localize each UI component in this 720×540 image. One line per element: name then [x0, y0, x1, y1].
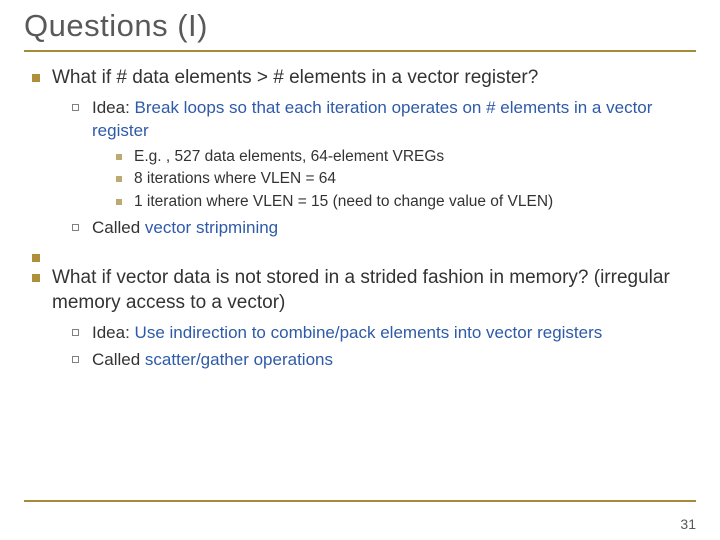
- slide-title: Questions (I): [24, 8, 696, 44]
- q2-called-prefix: Called: [92, 350, 145, 369]
- q1-idea-prefix: Idea:: [92, 98, 135, 117]
- q1-details: E.g. , 527 data elements, 64-element VRE…: [114, 147, 696, 214]
- spacer: [30, 246, 696, 260]
- q1-called-accent: vector stripmining: [145, 218, 278, 237]
- q2-idea: Idea: Use indirection to combine/pack el…: [70, 322, 696, 345]
- question-1: What if # data elements > # elements in …: [30, 66, 696, 240]
- q1-called-prefix: Called: [92, 218, 145, 237]
- question-2-sublist: Idea: Use indirection to combine/pack el…: [70, 322, 696, 372]
- q1-idea-accent: Break loops so that each iteration opera…: [92, 98, 652, 140]
- question-1-sublist: Idea: Break loops so that each iteration…: [70, 97, 696, 241]
- q1-detail-0: E.g. , 527 data elements, 64-element VRE…: [114, 147, 696, 168]
- q1-idea: Idea: Break loops so that each iteration…: [70, 97, 696, 214]
- page-number: 31: [680, 516, 696, 532]
- question-2-text: What if vector data is not stored in a s…: [52, 267, 670, 313]
- content-list: What if # data elements > # elements in …: [30, 66, 696, 372]
- divider-top: [24, 50, 696, 52]
- q1-detail-2: 1 iteration where VLEN = 15 (need to cha…: [114, 192, 696, 213]
- question-1-text: What if # data elements > # elements in …: [52, 67, 538, 88]
- q2-called-accent: scatter/gather operations: [145, 350, 333, 369]
- q2-idea-prefix: Idea:: [92, 323, 135, 342]
- divider-bottom: [24, 500, 696, 502]
- q2-called: Called scatter/gather operations: [70, 349, 696, 372]
- slide: Questions (I) What if # data elements > …: [0, 0, 720, 540]
- q1-detail-1: 8 iterations where VLEN = 64: [114, 169, 696, 190]
- q1-called: Called vector stripmining: [70, 217, 696, 240]
- q2-idea-accent: Use indirection to combine/pack elements…: [135, 323, 603, 342]
- question-2: What if vector data is not stored in a s…: [30, 266, 696, 371]
